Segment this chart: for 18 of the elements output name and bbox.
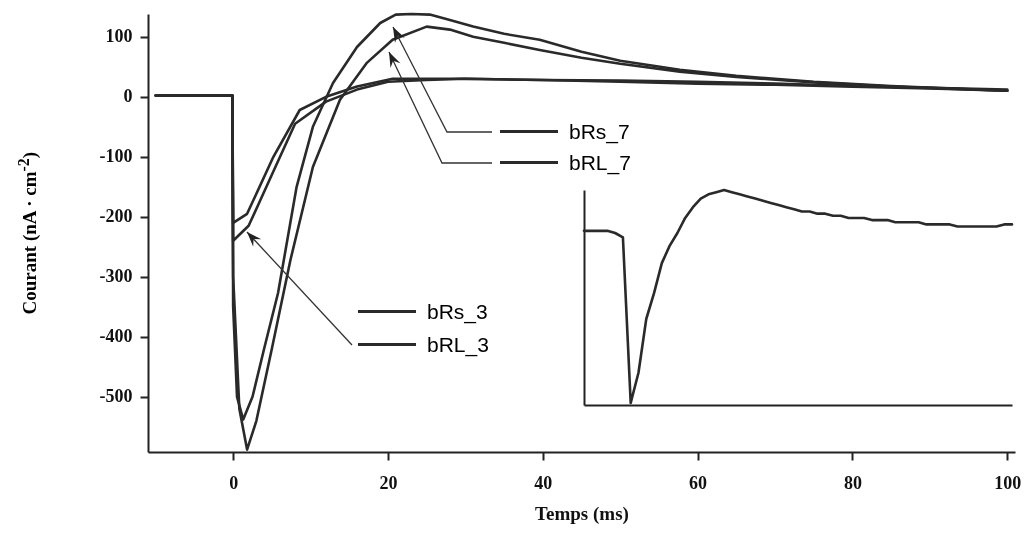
y-tick-label: -200	[99, 206, 133, 227]
legend-label: bRL_3	[427, 333, 489, 356]
y-tick-label: -500	[99, 386, 133, 407]
x-tick-label: 60	[689, 472, 708, 493]
legend-label: bRs_3	[427, 300, 488, 323]
x-tick-label: 20	[379, 472, 398, 493]
x-tick-label: 100	[994, 472, 1022, 493]
legend-label: bRs_7	[569, 120, 630, 143]
x-tick-label: 80	[843, 472, 862, 493]
x-axis-title: Temps (ms)	[535, 502, 629, 525]
y-tick-label: -300	[99, 266, 133, 287]
y-tick-label: -100	[99, 146, 133, 167]
y-tick-label: -400	[99, 326, 133, 347]
x-tick-label: 0	[229, 472, 239, 493]
y-tick-label: 0	[123, 86, 133, 107]
y-tick-label: 100	[105, 26, 133, 47]
x-tick-label: 40	[534, 472, 553, 493]
legend-label: bRL_7	[569, 151, 631, 174]
